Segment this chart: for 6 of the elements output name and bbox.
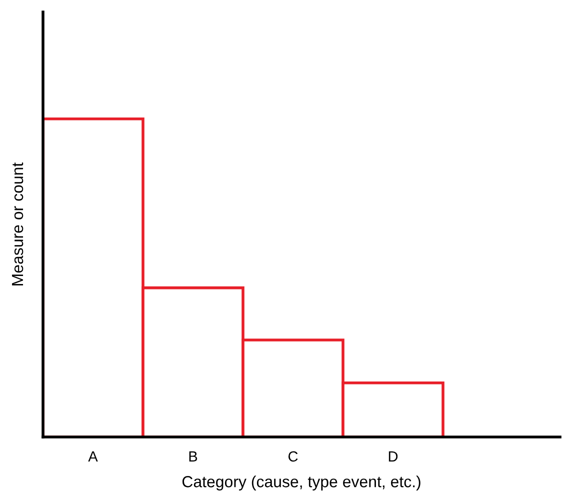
x-tick-label: C [288,451,298,462]
y-axis-title: Measure or count [12,162,24,286]
x-tick-label: A [88,451,98,462]
x-tick-label: B [189,451,198,462]
x-axis-title: Category (cause, type event, etc.) [182,476,420,490]
x-tick-label: D [388,451,398,462]
